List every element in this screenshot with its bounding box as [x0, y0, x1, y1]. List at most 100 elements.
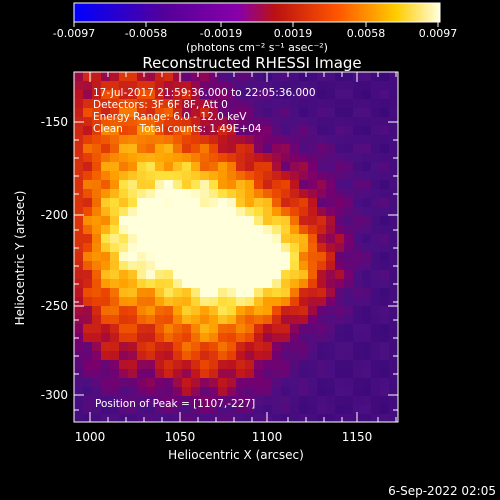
image-pixel	[191, 153, 201, 163]
image-pixel	[353, 198, 363, 208]
image-pixel	[128, 351, 138, 361]
image-pixel	[317, 405, 327, 415]
image-pixel	[110, 171, 120, 181]
image-pixel	[110, 414, 120, 422]
image-pixel	[290, 198, 300, 208]
image-pixel	[344, 279, 354, 289]
image-pixel	[362, 252, 372, 262]
image-pixel	[272, 279, 282, 289]
image-pixel	[245, 252, 255, 262]
image-pixel	[92, 207, 102, 217]
image-pixel	[245, 72, 255, 82]
image-pixel	[335, 108, 345, 118]
image-pixel	[164, 261, 174, 271]
image-pixel	[83, 243, 93, 253]
image-pixel	[182, 261, 192, 271]
image-pixel	[209, 351, 219, 361]
image-pixel	[182, 81, 192, 91]
image-pixel	[137, 342, 147, 352]
image-pixel	[92, 279, 102, 289]
image-pixel	[164, 234, 174, 244]
image-pixel	[380, 153, 390, 163]
image-pixel	[218, 297, 228, 307]
image-pixel	[245, 108, 255, 118]
image-pixel	[380, 90, 390, 100]
image-pixel	[299, 351, 309, 361]
image-pixel	[92, 81, 102, 91]
image-pixel	[362, 108, 372, 118]
image-pixel	[263, 189, 273, 199]
image-pixel	[272, 297, 282, 307]
image-pixel	[128, 333, 138, 343]
image-pixel	[119, 216, 129, 226]
image-pixel	[281, 216, 291, 226]
image-pixel	[146, 369, 156, 379]
image-pixel	[164, 126, 174, 136]
image-pixel	[83, 306, 93, 316]
image-pixel	[371, 243, 381, 253]
image-pixel	[137, 297, 147, 307]
image-pixel	[164, 288, 174, 298]
image-pixel	[182, 162, 192, 172]
image-pixel	[155, 270, 165, 280]
image-pixel	[218, 261, 228, 271]
image-pixel	[209, 342, 219, 352]
image-pixel	[191, 126, 201, 136]
image-pixel	[326, 180, 336, 190]
image-pixel	[146, 126, 156, 136]
image-pixel	[137, 144, 147, 154]
image-pixel	[74, 126, 84, 136]
image-pixel	[281, 117, 291, 127]
image-pixel	[236, 342, 246, 352]
image-pixel	[344, 144, 354, 154]
image-pixel	[137, 261, 147, 271]
image-pixel	[182, 225, 192, 235]
image-pixel	[254, 225, 264, 235]
image-pixel	[200, 171, 210, 181]
image-pixel	[128, 171, 138, 181]
image-pixel	[173, 99, 183, 109]
image-pixel	[200, 99, 210, 109]
image-pixel	[236, 189, 246, 199]
image-pixel	[146, 405, 156, 415]
image-pixel	[209, 297, 219, 307]
image-pixel	[353, 189, 363, 199]
image-pixel	[245, 117, 255, 127]
image-pixel	[245, 162, 255, 172]
image-pixel	[218, 207, 228, 217]
image-pixel	[92, 360, 102, 370]
image-pixel	[281, 351, 291, 361]
image-pixel	[110, 315, 120, 325]
image-pixel	[110, 243, 120, 253]
image-pixel	[128, 414, 138, 422]
image-pixel	[281, 99, 291, 109]
image-pixel	[308, 117, 318, 127]
image-pixel	[236, 216, 246, 226]
image-pixel	[74, 72, 84, 82]
image-pixel	[362, 189, 372, 199]
image-pixel	[290, 117, 300, 127]
image-pixel	[263, 180, 273, 190]
image-pixel	[173, 126, 183, 136]
image-pixel	[110, 351, 120, 361]
image-pixel	[191, 288, 201, 298]
image-pixel	[218, 252, 228, 262]
image-pixel	[119, 90, 129, 100]
image-pixel	[182, 288, 192, 298]
image-pixel	[371, 297, 381, 307]
image-pixel	[164, 324, 174, 334]
image-pixel	[236, 135, 246, 145]
image-pixel	[227, 396, 237, 406]
image-pixel	[299, 387, 309, 397]
image-pixel	[110, 198, 120, 208]
image-pixel	[218, 396, 228, 406]
image-pixel	[299, 270, 309, 280]
image-pixel	[191, 81, 201, 91]
image-pixel	[83, 180, 93, 190]
image-pixel	[281, 90, 291, 100]
y-tick-label: -150	[41, 115, 68, 129]
image-pixel	[245, 387, 255, 397]
image-pixel	[380, 414, 390, 422]
image-pixel	[74, 108, 84, 118]
image-pixel	[335, 288, 345, 298]
